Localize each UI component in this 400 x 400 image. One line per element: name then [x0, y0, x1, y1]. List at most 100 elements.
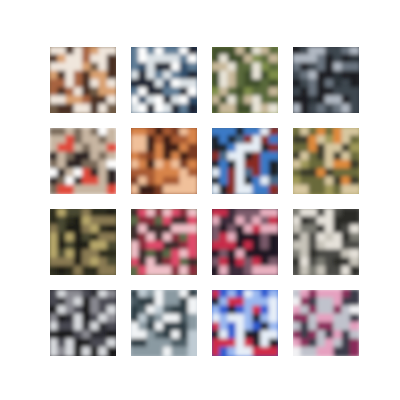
- sample-pixel-block: [308, 184, 319, 194]
- sample-pixel-block: [82, 305, 93, 316]
- sample-pixel-block: [146, 224, 157, 235]
- sample-pixel-block: [316, 257, 327, 268]
- sample-image: [293, 290, 359, 356]
- sample-pixel-block: [308, 70, 319, 81]
- sample-pixel-block: [90, 79, 101, 90]
- sample-pixel-block: [65, 232, 76, 243]
- sample-pixel-block: [73, 184, 84, 194]
- sample-pixel-block: [65, 168, 76, 179]
- sample-pixel-block: [235, 54, 246, 65]
- sample-pixel-block: [98, 176, 109, 187]
- sample-pixel-block: [146, 209, 157, 219]
- sample-pixel-block: [73, 290, 84, 300]
- sample-pixel-block: [235, 151, 246, 162]
- sample-pixel-block: [293, 184, 303, 194]
- sample-pixel-block: [138, 79, 149, 90]
- sample-pixel-block: [244, 216, 255, 227]
- sample-pixel-block: [146, 290, 157, 300]
- sample-pixel-block: [235, 224, 246, 235]
- sample-pixel-block: [179, 257, 190, 268]
- sample-pixel-block: [308, 103, 319, 113]
- sample-pixel-block: [65, 87, 76, 98]
- sample-pixel-block: [50, 322, 60, 333]
- sample-pixel-block: [268, 330, 278, 341]
- sample-pixel-block: [333, 47, 344, 57]
- sample-pixel-block: [235, 168, 246, 179]
- sample-pixel-block: [82, 297, 93, 308]
- sample-pixel-block: [268, 95, 278, 106]
- sample-pixel-block: [179, 143, 190, 154]
- sample-pixel-block: [219, 103, 230, 113]
- sample-pixel-block: [138, 290, 149, 300]
- sample-pixel-block: [50, 103, 60, 113]
- sample-pixel-block: [98, 103, 109, 113]
- sample-pixel-block: [219, 160, 230, 171]
- sample-pixel-block: [163, 297, 174, 308]
- sample-pixel-block: [227, 184, 238, 194]
- sample-pixel-block: [341, 176, 352, 187]
- sample-pixel-block: [227, 62, 238, 73]
- sample-image: [50, 290, 116, 356]
- sample-pixel-block: [349, 232, 359, 243]
- sample-pixel-block: [57, 151, 68, 162]
- sample-pixel-block: [341, 103, 352, 113]
- sample-pixel-block: [244, 135, 255, 146]
- sample-image-pixels: [293, 47, 359, 113]
- sample-pixel-block: [73, 47, 84, 57]
- sample-pixel-block: [235, 338, 246, 349]
- sample-pixel-block: [244, 151, 255, 162]
- sample-pixel-block: [65, 241, 76, 252]
- sample-pixel-block: [293, 47, 303, 57]
- sample-pixel-block: [219, 135, 230, 146]
- sample-pixel-block: [300, 338, 311, 349]
- sample-pixel-block: [349, 216, 359, 227]
- sample-pixel-block: [260, 216, 271, 227]
- sample-pixel-block: [57, 135, 68, 146]
- sample-pixel-block: [90, 330, 101, 341]
- sample-pixel-block: [65, 249, 76, 260]
- sample-pixel-block: [333, 62, 344, 73]
- sample-pixel-block: [154, 322, 165, 333]
- sample-pixel-block: [244, 184, 255, 194]
- sample-pixel-block: [179, 176, 190, 187]
- sample-pixel-block: [325, 241, 336, 252]
- sample-pixel-block: [293, 249, 303, 260]
- sample-pixel-block: [138, 135, 149, 146]
- sample-pixel-block: [171, 224, 182, 235]
- sample-pixel-block: [57, 305, 68, 316]
- sample-pixel-block: [333, 257, 344, 268]
- sample-pixel-block: [341, 135, 352, 146]
- sample-pixel-block: [244, 305, 255, 316]
- sample-pixel-block: [300, 249, 311, 260]
- sample-pixel-block: [146, 128, 157, 138]
- sample-pixel-block: [163, 79, 174, 90]
- sample-pixel-block: [106, 151, 116, 162]
- sample-image-pixels: [293, 290, 359, 356]
- sample-pixel-block: [244, 87, 255, 98]
- sample-pixel-block: [300, 257, 311, 268]
- sample-pixel-block: [187, 95, 197, 106]
- sample-pixel-block: [154, 338, 165, 349]
- sample-pixel-block: [219, 330, 230, 341]
- sample-pixel-block: [212, 54, 222, 65]
- sample-pixel-block: [316, 290, 327, 300]
- sample-pixel-block: [293, 135, 303, 146]
- sample-image-pixels: [50, 47, 116, 113]
- sample-pixel-block: [244, 95, 255, 106]
- sample-pixel-block: [138, 216, 149, 227]
- sample-pixel-block: [244, 128, 255, 138]
- sample-pixel-block: [300, 209, 311, 219]
- sample-pixel-block: [65, 135, 76, 146]
- sample-pixel-block: [268, 160, 278, 171]
- sample-pixel-block: [316, 209, 327, 219]
- sample-pixel-block: [227, 176, 238, 187]
- sample-pixel-block: [187, 168, 197, 179]
- sample-pixel-block: [325, 232, 336, 243]
- sample-pixel-block: [244, 249, 255, 260]
- sample-pixel-block: [90, 265, 101, 275]
- sample-pixel-block: [163, 151, 174, 162]
- sample-pixel-block: [57, 47, 68, 57]
- sample-pixel-block: [341, 209, 352, 219]
- sample-pixel-block: [308, 224, 319, 235]
- sample-pixel-block: [316, 313, 327, 324]
